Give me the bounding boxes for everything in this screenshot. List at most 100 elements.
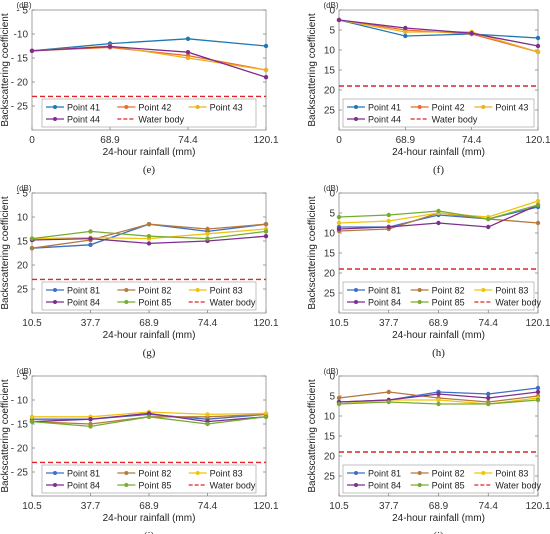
data-point <box>486 401 491 407</box>
legend-label: Point 44 <box>67 115 100 125</box>
data-point <box>386 224 391 230</box>
series-point-44 <box>29 44 269 80</box>
x-tick-label: 37.7 <box>379 318 399 329</box>
data-point <box>436 397 441 403</box>
legend-label: Point 41 <box>368 103 401 113</box>
legend-label: Water body <box>432 115 478 125</box>
legend-item: Point 82 <box>117 469 171 479</box>
legend-marker <box>481 288 486 292</box>
series-line <box>31 45 267 78</box>
data-point <box>469 31 474 36</box>
legend-marker <box>417 288 422 292</box>
data-point <box>336 401 342 407</box>
unit-label: (dB) <box>323 367 338 376</box>
legend-box <box>41 281 257 311</box>
legend-label: Point 84 <box>67 481 100 491</box>
legend-item: Water body <box>188 481 256 491</box>
y-tick-label: 25 <box>324 472 336 483</box>
legend-item: Point 83 <box>474 469 528 479</box>
legend-marker <box>124 105 129 109</box>
legend-item: Point 84 <box>347 481 401 491</box>
legend: Point 81 Point 82 Point 83 Point 84 Point 85… <box>342 281 542 311</box>
x-tick-label: 68.9 <box>100 135 120 146</box>
x-tick-label: 74.4 <box>198 501 218 512</box>
legend-item: Point 44 <box>46 115 100 125</box>
series-point-85 <box>29 414 269 429</box>
legend-marker <box>417 483 422 487</box>
data-point <box>29 246 35 251</box>
legend-marker <box>481 471 486 475</box>
data-point <box>29 236 35 241</box>
x-tick-label: 68.9 <box>429 318 449 329</box>
x-tick-label: 68.9 <box>139 318 159 329</box>
legend: Point 81 Point 82 Point 83 Point 84 Point 85… <box>41 464 257 494</box>
data-point <box>205 412 210 417</box>
y-tick-label: - 20 <box>11 444 29 455</box>
data-point <box>403 33 408 39</box>
legend-item: Point 43 <box>474 103 528 113</box>
legend-marker <box>53 300 57 304</box>
legend-item: Point 82 <box>410 286 465 296</box>
y-tick-label: 10 <box>17 213 29 224</box>
x-tick-label: 74.4 <box>198 318 218 329</box>
data-point <box>146 234 152 239</box>
legend: Point 41 Point 42 Point 43 Point 44 Water bo… <box>41 98 257 128</box>
data-point <box>146 241 152 246</box>
legend-box <box>342 98 535 128</box>
legend-label: Point 43 <box>495 103 528 113</box>
x-tick-label: 10.5 <box>329 318 349 329</box>
legend-box <box>342 464 535 494</box>
legend-item: Point 44 <box>347 115 401 125</box>
x-tick-label: 74.4 <box>479 501 499 512</box>
legend-label: Water body <box>495 481 541 491</box>
legend-marker <box>53 288 57 292</box>
legend-box <box>41 464 257 494</box>
data-point <box>205 231 210 236</box>
chart-panel: 0 5 10 15 20 25 10.5 37.7 68.9 74.4 120.1 (dB) 24-ho… <box>307 184 550 359</box>
y-tick-label: 0 <box>329 6 335 17</box>
x-tick-label: 120.1 <box>525 501 550 512</box>
legend-label: Point 85 <box>432 481 465 491</box>
legend-label: Point 42 <box>432 103 465 113</box>
legend-marker <box>195 288 200 292</box>
y-axis-label: Backscattering coefficient <box>0 196 11 309</box>
chart-panel: - 5 10 15 20 25 10.5 37.7 68.9 74.4 120.1 (dB) 24-h… <box>0 184 279 359</box>
legend-item: Point 84 <box>46 481 100 491</box>
x-tick-label: 120.1 <box>525 135 550 146</box>
series-line <box>338 19 539 47</box>
legend-item: Point 81 <box>46 469 100 479</box>
legend-item: Point 83 <box>188 286 243 296</box>
y-tick-label: - 15 <box>11 420 29 431</box>
x-tick-label: 68.9 <box>396 135 416 146</box>
x-tick-label: 37.7 <box>379 501 399 512</box>
legend-label: Point 81 <box>67 286 100 296</box>
y-tick-label: 15 <box>17 237 29 248</box>
y-tick-label: 15 <box>324 66 336 77</box>
y-tick-label: 5 <box>329 26 335 37</box>
chart-panel: 0 5 10 15 20 25 10.5 37.7 68.9 74.4 120.1 (dB) 24-ho… <box>307 367 550 534</box>
data-point <box>263 234 269 239</box>
legend-marker <box>417 471 422 475</box>
data-point <box>403 29 408 35</box>
panel-label: (g) <box>143 347 156 359</box>
y-tick-label: 5 <box>329 392 335 403</box>
unit-label: (dB) <box>323 184 338 193</box>
legend-label: Point 85 <box>138 298 171 308</box>
data-point <box>386 212 391 218</box>
legend-item: Point 42 <box>410 103 465 113</box>
data-point <box>535 397 541 403</box>
legend-label: Point 83 <box>210 469 243 479</box>
data-point <box>205 236 210 241</box>
legend-label: Water body <box>210 298 256 308</box>
legend-item: Point 85 <box>410 298 465 308</box>
legend-marker <box>417 300 422 304</box>
legend-marker <box>354 117 358 121</box>
legend-item: Point 85 <box>117 298 171 308</box>
data-point <box>29 419 35 424</box>
y-tick-label: - 25 <box>11 468 29 479</box>
legend-item: Point 82 <box>117 286 171 296</box>
data-point <box>486 395 491 401</box>
y-tick-label: 20 <box>324 452 336 463</box>
data-point <box>205 226 210 232</box>
data-point <box>336 17 342 23</box>
